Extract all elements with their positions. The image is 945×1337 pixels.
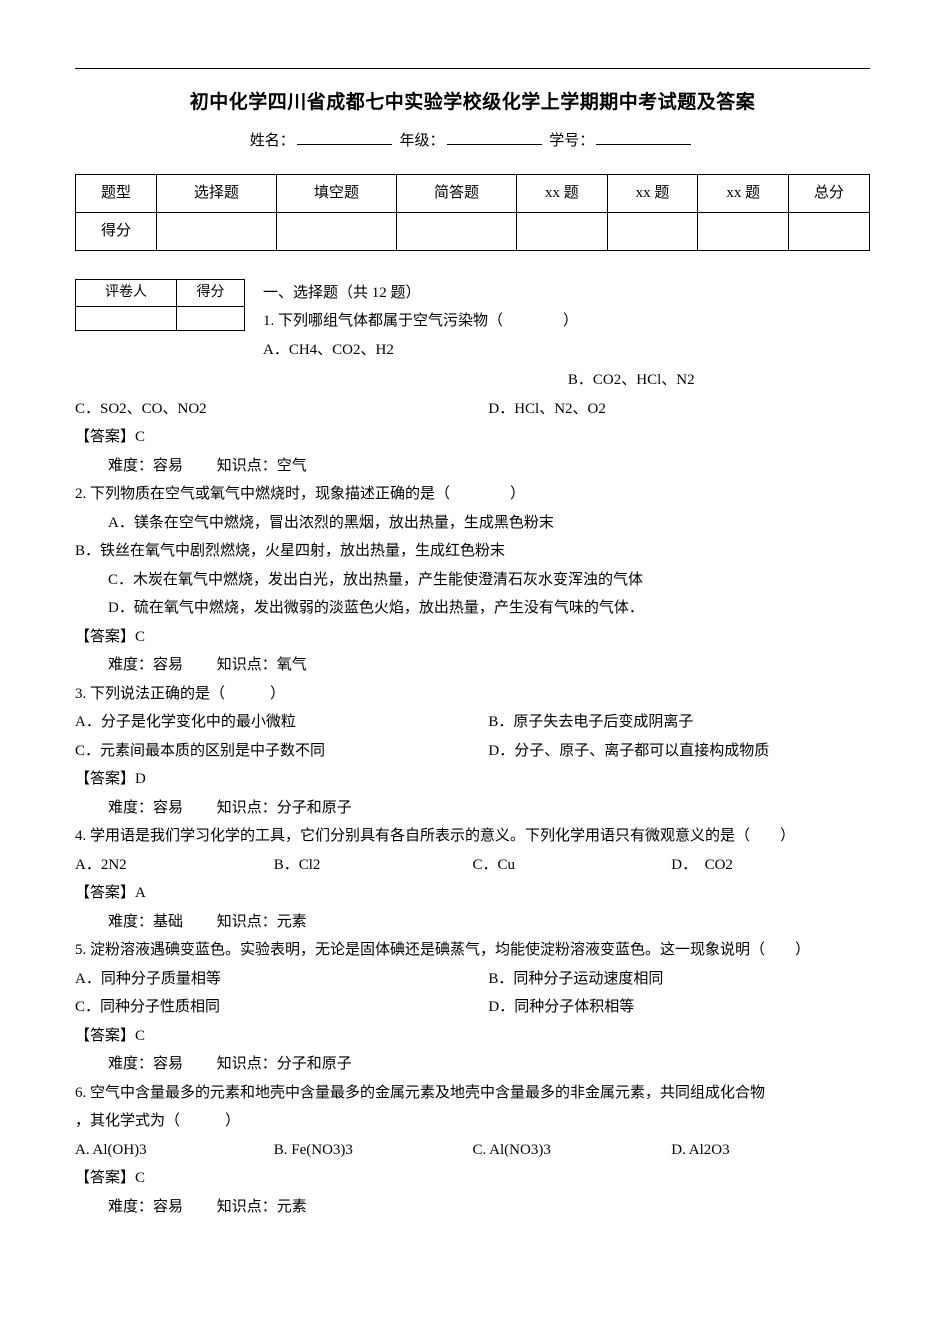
q1-opt-d: D．HCl、N2、O2 — [488, 395, 606, 424]
q2-opt-a: A．镁条在空气中燃烧，冒出浓烈的黑烟，放出热量，生成黑色粉末 — [75, 509, 870, 538]
th-mcq: 选择题 — [156, 174, 276, 212]
td-score-label: 得分 — [76, 212, 157, 250]
q3-meta: 难度：容易 知识点：分子和原子 — [75, 794, 870, 823]
q5-opt-d: D．同种分子体积相等 — [488, 993, 634, 1022]
q5-stem: 5. 淀粉溶液遇碘变蓝色。实验表明，无论是固体碘还是碘蒸气，均能使淀粉溶液变蓝色… — [75, 936, 870, 965]
q2-stem: 2. 下列物质在空气或氧气中燃烧时，现象描述正确的是（ ） — [75, 480, 870, 509]
q4-stem: 4. 学用语是我们学习化学的工具，它们分别具有各自所表示的意义。下列化学用语只有… — [75, 822, 870, 851]
q3-opt-c: C．元素间最本质的区别是中子数不同 — [75, 737, 488, 766]
th-total: 总分 — [789, 174, 870, 212]
q4-meta: 难度：基础 知识点：元素 — [75, 908, 870, 937]
q4-opt-d: D． CO2 — [671, 851, 870, 880]
q3-answer: 【答案】D — [75, 765, 870, 794]
q4-opt-c: C．Cu — [473, 851, 672, 880]
doc-title: 初中化学四川省成都七中实验学校级化学上学期期中考试题及答案 — [75, 85, 870, 121]
td-score[interactable] — [396, 212, 516, 250]
q1-answer: 【答案】C — [75, 423, 870, 452]
q2-opt-b: B．铁丝在氧气中剧烈燃烧，火星四射，放出热量，生成红色粉末 — [75, 537, 870, 566]
q1-opt-b: B．CO2、HCl、N2 — [568, 366, 695, 395]
th-short: 简答题 — [396, 174, 516, 212]
knowledge-point: 知识点：元素 — [217, 1199, 307, 1215]
difficulty: 难度：容易 — [108, 1056, 183, 1072]
q6-answer: 【答案】C — [75, 1164, 870, 1193]
q1-stem: 1. 下列哪组气体都属于空气污染物（ ） — [263, 307, 870, 336]
student-info-line: 姓名： 年级： 学号： — [75, 127, 870, 156]
score-label: 得分 — [176, 279, 244, 307]
knowledge-point: 知识点：空气 — [217, 458, 307, 474]
td-score[interactable] — [276, 212, 396, 250]
difficulty: 难度：容易 — [108, 657, 183, 673]
q6-opt-a: A. Al(OH)3 — [75, 1136, 274, 1165]
knowledge-point: 知识点：氧气 — [217, 657, 307, 673]
grader-label: 评卷人 — [76, 279, 177, 307]
q5-opt-b: B．同种分子运动速度相同 — [488, 965, 663, 994]
td-score[interactable] — [156, 212, 276, 250]
q6-stem-b: ，其化学式为（ ） — [75, 1107, 870, 1136]
q1-meta: 难度：容易 知识点：空气 — [75, 452, 870, 481]
name-blank[interactable] — [297, 130, 392, 145]
grader-table: 评卷人 得分 — [75, 279, 245, 332]
table-row: 题型 选择题 填空题 简答题 xx 题 xx 题 xx 题 总分 — [76, 174, 870, 212]
question-types-table: 题型 选择题 填空题 简答题 xx 题 xx 题 xx 题 总分 得分 — [75, 174, 870, 251]
difficulty: 难度：容易 — [108, 1199, 183, 1215]
knowledge-point: 知识点：元素 — [217, 914, 307, 930]
q2-opt-d: D．硫在氧气中燃烧，发出微弱的淡蓝色火焰，放出热量，产生没有气味的气体． — [75, 594, 870, 623]
td-score[interactable] — [698, 212, 789, 250]
id-blank[interactable] — [596, 130, 691, 145]
q3-stem: 3. 下列说法正确的是（ ） — [75, 680, 870, 709]
page-top-rule — [75, 68, 870, 69]
q3-opt-d: D．分子、原子、离子都可以直接构成物质 — [488, 737, 769, 766]
q6-meta: 难度：容易 知识点：元素 — [75, 1193, 870, 1222]
q3-opt-a: A．分子是化学变化中的最小微粒 — [75, 708, 488, 737]
td-score[interactable] — [789, 212, 870, 250]
q6-opt-b: B. Fe(NO3)3 — [274, 1136, 473, 1165]
table-row: 得分 — [76, 212, 870, 250]
id-label: 学号： — [549, 133, 594, 149]
grade-label: 年级： — [399, 133, 444, 149]
q6-opt-d: D. Al2O3 — [671, 1136, 870, 1165]
th-type: 题型 — [76, 174, 157, 212]
th-xx3: xx 题 — [698, 174, 789, 212]
q5-meta: 难度：容易 知识点：分子和原子 — [75, 1050, 870, 1079]
th-fill: 填空题 — [276, 174, 396, 212]
opt-text: A．CH4、CO2、H2 — [263, 342, 394, 358]
q6-opt-c: C. Al(NO3)3 — [473, 1136, 672, 1165]
q6-stem-a: 6. 空气中含量最多的元素和地壳中含量最多的金属元素及地壳中含量最多的非金属元素… — [75, 1079, 870, 1108]
th-xx2: xx 题 — [607, 174, 698, 212]
q5-opt-c: C．同种分子性质相同 — [75, 993, 488, 1022]
q3-opt-b: B．原子失去电子后变成阴离子 — [488, 708, 693, 737]
q4-opt-a: A．2N2 — [75, 851, 274, 880]
section-header-row: 评卷人 得分 一、选择题（共 12 题） 1. 下列哪组气体都属于空气污染物（ … — [75, 279, 870, 365]
td-score[interactable] — [517, 212, 608, 250]
q2-meta: 难度：容易 知识点：氧气 — [75, 651, 870, 680]
q2-answer: 【答案】C — [75, 623, 870, 652]
q4-answer: 【答案】A — [75, 879, 870, 908]
score-cell[interactable] — [176, 307, 244, 331]
q1-opt-a: A．CH4、CO2、H2 B．CO2、HCl、N2 — [263, 336, 870, 365]
knowledge-point: 知识点：分子和原子 — [217, 800, 352, 816]
name-label: 姓名： — [250, 133, 295, 149]
difficulty: 难度：容易 — [108, 458, 183, 474]
q4-opt-b: B．Cl2 — [274, 851, 473, 880]
difficulty: 难度：基础 — [108, 914, 183, 930]
q2-opt-c: C．木炭在氧气中燃烧，发出白光，放出热量，产生能使澄清石灰水变浑浊的气体 — [75, 566, 870, 595]
q5-opt-a: A．同种分子质量相等 — [75, 965, 488, 994]
grader-cell[interactable] — [76, 307, 177, 331]
difficulty: 难度：容易 — [108, 800, 183, 816]
section-heading: 一、选择题（共 12 题） — [263, 279, 870, 308]
th-xx1: xx 题 — [517, 174, 608, 212]
grade-blank[interactable] — [447, 130, 542, 145]
td-score[interactable] — [607, 212, 698, 250]
knowledge-point: 知识点：分子和原子 — [217, 1056, 352, 1072]
q5-answer: 【答案】C — [75, 1022, 870, 1051]
q1-opt-c: C．SO2、CO、NO2 — [75, 395, 488, 424]
